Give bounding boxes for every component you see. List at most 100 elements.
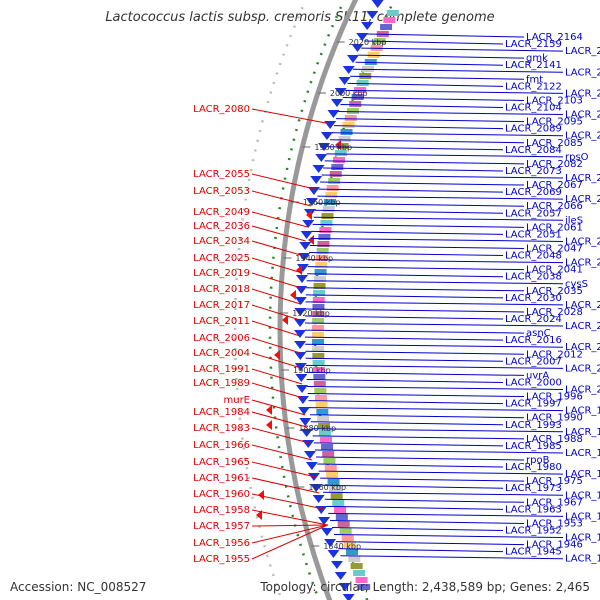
gene-label-forward[interactable]: rpsO bbox=[565, 152, 589, 163]
forward-gene-arrow[interactable] bbox=[300, 231, 313, 239]
reverse-gene-arrow[interactable] bbox=[308, 235, 314, 245]
forward-gene-arrow[interactable] bbox=[295, 286, 308, 294]
gene-label-forward[interactable]: LACR_2051 bbox=[505, 229, 562, 240]
forward-gene-arrow[interactable] bbox=[294, 352, 307, 360]
forward-gene-arrow[interactable] bbox=[294, 297, 307, 305]
forward-gene-arrow[interactable] bbox=[299, 418, 312, 426]
gene-label-forward[interactable]: LACR_2008 bbox=[565, 363, 600, 374]
gene-label-forward[interactable]: LACR_2082 bbox=[526, 159, 583, 170]
gene-label-forward[interactable]: cysS bbox=[565, 279, 588, 290]
forward-gene-arrow[interactable] bbox=[294, 341, 307, 349]
gene-label-forward[interactable]: LACR_2062 bbox=[565, 194, 600, 205]
forward-gene-arrow[interactable] bbox=[312, 495, 325, 503]
gene-label-forward[interactable]: LACR_2141 bbox=[505, 60, 562, 71]
gene-label-forward[interactable]: LACR_2164 bbox=[526, 32, 583, 43]
gene-label-forward[interactable]: LACR_2016 bbox=[505, 335, 562, 346]
gene-label-forward[interactable]: LACR_1986 bbox=[565, 427, 600, 438]
gene-label-reverse[interactable]: LACR_1957 bbox=[193, 521, 250, 532]
forward-gene-arrow[interactable] bbox=[310, 484, 323, 492]
gene-label-forward[interactable]: LACR_1963 bbox=[505, 504, 562, 515]
gene-label-forward[interactable]: LACR_1988 bbox=[526, 434, 583, 445]
gene-label-forward[interactable]: LACR_2085 bbox=[526, 138, 583, 149]
forward-gene-arrow[interactable] bbox=[298, 407, 311, 415]
gene-label-forward[interactable]: LACR_1952 bbox=[505, 526, 562, 537]
forward-gene-arrow[interactable] bbox=[294, 319, 307, 327]
forward-gene-arrow[interactable] bbox=[330, 561, 343, 569]
gene-label-forward[interactable]: LACR_2061 bbox=[526, 222, 583, 233]
gene-label-forward[interactable]: LACR_1970 bbox=[565, 490, 600, 501]
gene-label-reverse[interactable]: LACR_2053 bbox=[193, 186, 250, 197]
gene-label-forward[interactable]: LACR_1945 bbox=[505, 547, 562, 558]
gene-label-reverse[interactable]: LACR_1966 bbox=[193, 440, 250, 451]
gene-label-forward[interactable]: LACR_2104 bbox=[505, 103, 562, 114]
gene-label-forward[interactable]: LACR_2155 bbox=[565, 46, 600, 57]
gene-label-forward[interactable]: LACR_2035 bbox=[526, 286, 583, 297]
forward-gene-arrow[interactable] bbox=[305, 198, 318, 206]
gene-label-reverse[interactable]: LACR_1961 bbox=[193, 473, 250, 484]
gene-label-forward[interactable]: LACR_2084 bbox=[505, 145, 562, 156]
forward-gene-arrow[interactable] bbox=[294, 363, 307, 371]
gene-label-forward[interactable]: LACR_2067 bbox=[526, 180, 583, 191]
gene-label-forward[interactable]: LACR_2054 bbox=[565, 236, 600, 247]
gene-label-forward[interactable]: LACR_2076 bbox=[565, 173, 600, 184]
gene-label-forward[interactable]: gmk bbox=[526, 53, 548, 64]
gene-label-forward[interactable]: fmt bbox=[526, 74, 543, 85]
gene-label-reverse[interactable]: LACR_2017 bbox=[193, 300, 250, 311]
gene-label-forward[interactable]: LACR_2047 bbox=[526, 244, 583, 255]
gene-label-forward[interactable]: LACR_2159 bbox=[505, 39, 562, 50]
forward-gene-arrow[interactable] bbox=[296, 396, 309, 404]
gene-label-forward[interactable]: LACR_2110 bbox=[565, 88, 600, 99]
gene-label-reverse[interactable]: LACR_2018 bbox=[193, 284, 250, 295]
gene-label-reverse[interactable]: LACR_1989 bbox=[193, 378, 250, 389]
gene-label-forward[interactable]: LACR_1953 bbox=[526, 518, 583, 529]
gene-label-forward[interactable]: LACR_2042 bbox=[565, 258, 600, 269]
gene-label-forward[interactable]: LACR_1990 bbox=[526, 413, 583, 424]
gene-label-forward[interactable]: LACR_2012 bbox=[526, 349, 583, 360]
gene-label-forward[interactable]: LACR_2001 bbox=[565, 385, 600, 396]
forward-gene-arrow[interactable] bbox=[327, 550, 340, 558]
gene-label-forward[interactable]: LACR_2069 bbox=[505, 187, 562, 198]
gene-label-forward[interactable]: LACR_1962 bbox=[565, 511, 600, 522]
forward-gene-arrow[interactable] bbox=[330, 99, 343, 107]
forward-gene-arrow[interactable] bbox=[346, 55, 359, 63]
reverse-gene-arrow[interactable] bbox=[306, 210, 312, 220]
gene-label-reverse[interactable]: LACR_2006 bbox=[193, 333, 250, 344]
reverse-gene-arrow[interactable] bbox=[266, 405, 272, 415]
gene-label-forward[interactable]: ileS bbox=[565, 215, 583, 226]
gene-label-reverse[interactable]: LACR_2019 bbox=[193, 268, 250, 279]
gene-label-forward[interactable]: LACR_2026 bbox=[565, 300, 600, 311]
gene-label-forward[interactable]: LACR_2038 bbox=[505, 272, 562, 283]
gene-label-forward[interactable]: LACR_2041 bbox=[526, 265, 583, 276]
forward-gene-arrow[interactable] bbox=[324, 121, 337, 129]
forward-gene-arrow[interactable] bbox=[342, 66, 355, 74]
forward-gene-arrow[interactable] bbox=[296, 385, 309, 393]
forward-gene-arrow[interactable] bbox=[296, 264, 309, 272]
gene-label-reverse[interactable]: LACR_1991 bbox=[193, 364, 250, 375]
gene-label-forward[interactable]: LACR_1985 bbox=[505, 441, 562, 452]
gene-label-reverse[interactable]: LACR_1983 bbox=[193, 423, 250, 434]
forward-gene-arrow[interactable] bbox=[305, 462, 318, 470]
forward-gene-arrow[interactable] bbox=[320, 132, 333, 140]
forward-gene-arrow[interactable] bbox=[312, 165, 325, 173]
forward-gene-arrow[interactable] bbox=[294, 308, 307, 316]
gene-label-forward[interactable]: LACR_2093 bbox=[565, 131, 600, 142]
gene-label-forward[interactable]: LACR_1982 bbox=[565, 448, 600, 459]
gene-label-forward[interactable]: LACR_1978 bbox=[565, 469, 600, 480]
forward-gene-arrow[interactable] bbox=[318, 143, 331, 151]
gene-label-forward[interactable]: LACR_2066 bbox=[526, 201, 583, 212]
forward-gene-arrow[interactable] bbox=[295, 374, 308, 382]
gene-label-forward[interactable]: LACR_2089 bbox=[505, 124, 562, 135]
forward-gene-arrow[interactable] bbox=[351, 44, 364, 52]
gene-label-forward[interactable]: LACR_1967 bbox=[526, 497, 583, 508]
gene-label-reverse[interactable]: LACR_1960 bbox=[193, 489, 250, 500]
gene-label-forward[interactable]: LACR_2057 bbox=[505, 208, 562, 219]
reverse-gene-arrow[interactable] bbox=[266, 420, 272, 430]
forward-gene-arrow[interactable] bbox=[296, 275, 309, 283]
forward-gene-arrow[interactable] bbox=[342, 594, 355, 600]
gene-label-forward[interactable]: LACR_2095 bbox=[526, 117, 583, 128]
reverse-gene-arrow[interactable] bbox=[290, 290, 296, 300]
gene-label-reverse[interactable]: LACR_1955 bbox=[193, 554, 250, 565]
gene-label-forward[interactable]: LACR_1950 bbox=[565, 533, 600, 544]
gene-label-forward[interactable]: LACR_2024 bbox=[505, 314, 562, 325]
forward-gene-arrow[interactable] bbox=[315, 154, 328, 162]
